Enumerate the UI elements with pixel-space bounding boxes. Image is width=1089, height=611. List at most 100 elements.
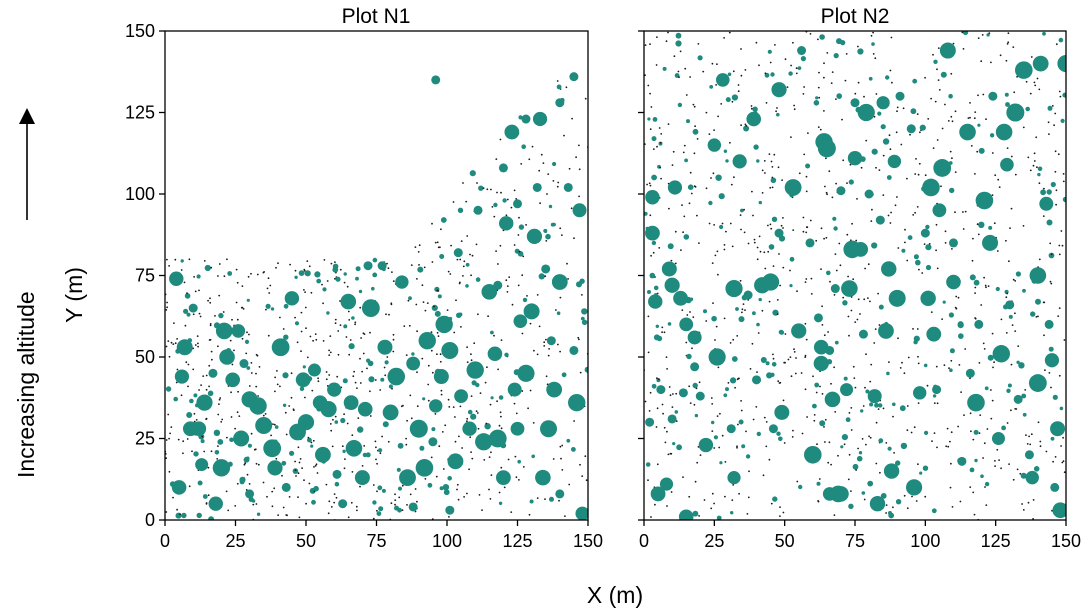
small-tree-point [322,287,327,292]
small-tree-point [912,78,918,84]
small-tree-point [840,445,844,449]
sapling-point [208,385,211,388]
sapling-point [834,253,837,256]
sapling-point [348,319,351,321]
sapling-point [820,227,823,230]
sapling-point [795,67,798,70]
sapling-point [698,515,700,517]
sapling-point [1062,460,1065,463]
sapling-point [392,280,395,283]
sapling-point [692,316,695,318]
sapling-point [864,386,866,389]
small-tree-point [760,357,767,363]
large-tree-point [992,345,1010,363]
sapling-point [1055,43,1058,46]
sapling-point [987,285,990,287]
sapling-point [235,268,238,271]
small-tree-point [434,310,441,317]
sapling-point [1010,155,1013,158]
sapling-point [485,422,488,425]
tree-point [906,124,916,134]
sapling-point [693,185,696,188]
sapling-point [288,496,291,498]
sapling-point [454,416,456,418]
sapling-point [256,273,259,276]
sapling-point [187,363,190,366]
tree-point [965,368,975,378]
sapling-point [317,377,319,380]
sapling-point [567,278,569,280]
small-tree-point [313,485,319,492]
sapling-point [176,508,179,511]
sapling-point [658,247,661,249]
tree-point [377,261,387,271]
sapling-point [285,433,288,436]
sapling-point [578,144,580,147]
small-tree-point [767,49,772,54]
sapling-point [759,250,762,253]
sapling-point [802,93,805,95]
sapling-point [424,309,427,312]
sapling-point [225,490,228,493]
sapling-point [238,415,241,417]
small-tree-point [218,312,224,319]
sapling-point [647,84,650,87]
sapling-point [742,303,745,305]
small-tree-point [1015,271,1022,277]
sapling-point [765,102,768,104]
sapling-point [1039,445,1042,448]
large-tree-point [774,404,790,420]
sapling-point [644,44,647,46]
sapling-point [205,417,208,420]
small-tree-point [518,224,525,230]
sapling-point [375,446,377,449]
small-tree-point [531,454,535,459]
large-tree-point [659,477,674,491]
sapling-point [862,405,865,407]
sapling-point [771,186,774,189]
sapling-point [817,38,819,41]
sapling-point [219,397,222,399]
sapling-point [423,266,426,269]
sapling-point [821,305,823,308]
sapling-point [417,251,420,253]
large-tree-point [857,103,875,122]
sapling-point [946,427,949,430]
sapling-point [734,386,736,389]
sapling-point [744,123,747,126]
sapling-point [1053,124,1055,127]
large-tree-point [284,291,300,306]
small-tree-point [1005,102,1010,107]
sapling-point [166,306,169,309]
small-tree-point [756,159,760,163]
sapling-point [667,31,669,34]
sapling-point [930,311,933,313]
tree-point [569,345,579,355]
sapling-point [328,374,331,376]
small-tree-point [580,316,585,321]
sapling-point [174,258,177,261]
small-tree-point [431,427,436,432]
sapling-point [518,479,520,481]
large-tree-point [225,372,240,388]
sapling-point [333,501,336,504]
small-tree-point [860,409,864,413]
sapling-point [226,436,228,439]
sapling-point [310,291,313,294]
sapling-point [747,242,750,245]
sapling-point [997,178,1000,181]
sapling-point [1054,170,1057,173]
sapling-point [1034,84,1037,87]
sapling-point [823,237,825,240]
tree-point [239,359,249,369]
small-tree-point [684,158,688,163]
sapling-point [869,380,872,383]
sapling-point [229,339,232,342]
sapling-point [697,43,700,45]
sapling-point [383,366,386,369]
small-tree-point [265,303,271,309]
sapling-point [652,251,655,254]
small-tree-point [1037,166,1043,172]
sapling-point [343,281,346,284]
sapling-point [266,287,269,290]
